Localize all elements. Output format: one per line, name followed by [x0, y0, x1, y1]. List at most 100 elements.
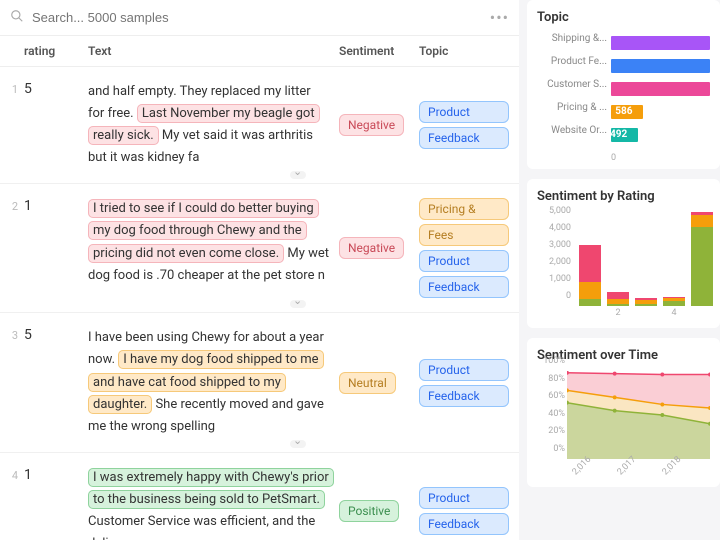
table-row[interactable]: 35I have been using Chewy for about a ye… [0, 313, 519, 452]
row-topic: Pricing & Fees Product Feedback [419, 198, 509, 298]
hbar-bar[interactable] [611, 82, 710, 96]
topic-tag[interactable]: Feedback [419, 127, 509, 149]
row-sentiment: Positive [339, 467, 419, 540]
stacked-seg-pos [635, 304, 657, 306]
time-chart-card: Sentiment over Time 0%20%40%60%80%100%2,… [527, 338, 720, 487]
row-text: I was extremely happy with Chewy's prior… [88, 467, 339, 540]
hbar-label: Pricing & ... [537, 102, 607, 113]
hbar-label: Customer S... [537, 79, 607, 90]
stacked-seg-pos [579, 299, 601, 306]
hbar-label: Product Fe... [537, 56, 607, 67]
stacked-seg-pos [663, 301, 685, 306]
hbar-value: 492 [610, 129, 627, 140]
row-sentiment: Neutral [339, 327, 419, 437]
y-axis-label: 3,000 [549, 240, 571, 250]
col-rating[interactable]: rating [24, 44, 88, 58]
row-index: 2 [6, 198, 24, 298]
topic-tag[interactable]: Product [419, 101, 509, 123]
x-axis-label: 2 [615, 308, 620, 318]
expand-chevron-icon[interactable] [290, 300, 306, 308]
table-row[interactable]: 15and half empty. They replaced my litte… [0, 67, 519, 184]
topic-tag[interactable]: Pricing & [419, 198, 509, 220]
row-index: 3 [6, 327, 24, 437]
time-y-label: 100% [543, 356, 565, 366]
data-table-panel: ••• rating Text Sentiment Topic 15and ha… [0, 0, 519, 540]
topic-tag[interactable]: Feedback [419, 513, 509, 535]
stacked-seg-neu [691, 215, 713, 227]
x-axis-label: 4 [671, 308, 676, 318]
hbar-axis-label: 0 [611, 153, 616, 163]
sentiment-chart-title: Sentiment by Rating [537, 189, 710, 204]
row-text: I tried to see if I could do better buyi… [88, 198, 339, 298]
row-index: 4 [6, 467, 24, 540]
row-rating: 1 [24, 467, 88, 540]
time-y-label: 20% [548, 426, 565, 436]
charts-panel: Topic Shipping &... Product Fe... Customer… [519, 0, 720, 540]
col-topic[interactable]: Topic [419, 44, 509, 58]
hbar-bar[interactable]: 586 [611, 105, 643, 119]
search-input[interactable] [32, 10, 482, 25]
hbar-value: 586 [615, 106, 632, 117]
topic-chart-title: Topic [537, 10, 710, 25]
table-header: rating Text Sentiment Topic [0, 36, 519, 67]
stacked-seg-neg [579, 245, 601, 283]
sentiment-tag[interactable]: Negative [339, 114, 404, 136]
highlight-positive: I was extremely happy with Chewy's prior… [88, 468, 334, 509]
sentiment-stacked-chart: 01,0002,0003,0004,0005,00024 [537, 212, 710, 322]
topic-tag[interactable]: Product [419, 359, 509, 381]
sentiment-tag[interactable]: Negative [339, 237, 404, 259]
topic-chart-card: Topic Shipping &... Product Fe... Customer… [527, 0, 720, 169]
row-rating: 5 [24, 327, 88, 437]
table-body: 15and half empty. They replaced my litte… [0, 67, 519, 540]
hbar-bar[interactable]: 492 [611, 128, 638, 142]
topic-tag[interactable]: Fees [419, 224, 509, 246]
row-rating: 1 [24, 198, 88, 298]
hbar-label: Website Or... [537, 125, 607, 136]
row-index: 1 [6, 81, 24, 169]
topic-tag[interactable]: Product [419, 250, 509, 272]
col-text[interactable]: Text [88, 44, 339, 58]
more-icon[interactable]: ••• [490, 8, 509, 27]
y-axis-label: 1,000 [549, 274, 571, 284]
col-sentiment[interactable]: Sentiment [339, 44, 419, 58]
hbar-bar[interactable] [611, 59, 710, 73]
sentiment-tag[interactable]: Neutral [339, 372, 396, 394]
search-icon [10, 9, 24, 27]
expand-chevron-icon[interactable] [290, 171, 306, 179]
topic-tag[interactable]: Feedback [419, 385, 509, 407]
row-topic: Product Feedback [419, 81, 509, 169]
hbar-label: Shipping &... [537, 33, 607, 44]
time-y-label: 60% [548, 391, 565, 401]
stacked-bar[interactable] [579, 245, 601, 307]
stacked-seg-neu [579, 282, 601, 299]
time-y-label: 40% [548, 409, 565, 419]
row-text: and half empty. They replaced my litter … [88, 81, 339, 169]
stacked-seg-neg [607, 292, 629, 299]
topic-hbar-chart: Shipping &... Product Fe... Customer S... P… [537, 33, 710, 163]
stacked-seg-pos [691, 227, 713, 306]
topic-tag[interactable]: Product [419, 487, 509, 509]
y-axis-label: 5,000 [549, 206, 571, 216]
row-text: I have been using Chewy for about a year… [88, 327, 339, 437]
stacked-bar[interactable] [663, 297, 685, 306]
y-axis-label: 2,000 [549, 257, 571, 267]
table-row[interactable]: 21I tried to see if I could do better bu… [0, 184, 519, 313]
row-sentiment: Negative [339, 198, 419, 298]
row-rating: 5 [24, 81, 88, 169]
table-row[interactable]: 41I was extremely happy with Chewy's pri… [0, 453, 519, 540]
row-sentiment: Negative [339, 81, 419, 169]
stacked-bar[interactable] [691, 212, 713, 306]
sentiment-tag[interactable]: Positive [339, 500, 399, 522]
expand-chevron-icon[interactable] [290, 440, 306, 448]
row-topic: Product Feedback [419, 467, 509, 540]
y-axis-label: 4,000 [549, 223, 571, 233]
sentiment-chart-card: Sentiment by Rating 0 1,000 2,000 3,000 4,00… [527, 179, 720, 328]
row-topic: Product Feedback [419, 327, 509, 437]
time-y-label: 80% [548, 374, 565, 384]
stacked-bar[interactable] [607, 292, 629, 306]
hbar-bar[interactable] [611, 36, 710, 50]
search-bar: ••• [0, 0, 519, 36]
y-axis-label: 0 [566, 291, 571, 301]
topic-tag[interactable]: Feedback [419, 276, 509, 298]
stacked-bar[interactable] [635, 298, 657, 306]
